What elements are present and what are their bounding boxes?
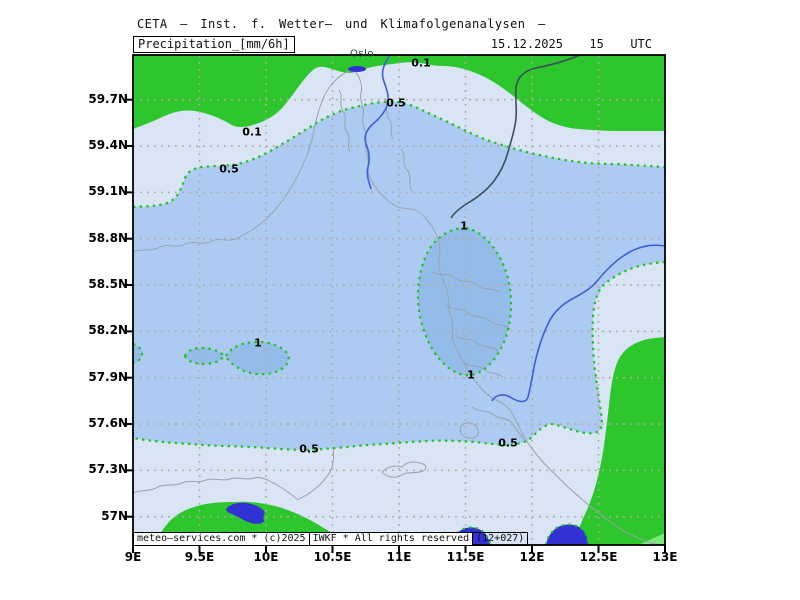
datetime-label: 15.12.2025 15 UTC <box>490 37 652 51</box>
copyright-site: meteo—services.com * (c)2025 <box>134 533 309 545</box>
grid-dots <box>133 55 665 545</box>
copyright-bar: meteo—services.com * (c)2025 IWKF * All … <box>133 532 529 546</box>
water-oslofjord <box>348 66 366 72</box>
axis-ticks <box>124 98 666 553</box>
coastline <box>133 68 665 545</box>
copyright-rights: IWKF * All rights reserved <box>308 533 473 545</box>
country-border <box>450 55 581 219</box>
land-region-southeast <box>575 337 665 545</box>
precip-area-heavy-west2 <box>226 341 289 375</box>
land-region-corner <box>638 533 665 545</box>
precip-area-heavy-west <box>185 347 224 364</box>
precip-area-heavy-main <box>417 228 512 376</box>
water-patch-south2 <box>544 523 590 545</box>
water-limfjord <box>226 502 265 524</box>
product-label: Precipitation_[mm/6h] <box>133 36 295 53</box>
river-lines <box>364 55 665 403</box>
precip-contours <box>133 100 665 452</box>
copyright-code: (12+027) <box>472 533 527 545</box>
page-title: CETA — Inst. f. Wetter— und Klimafolgena… <box>137 17 546 31</box>
